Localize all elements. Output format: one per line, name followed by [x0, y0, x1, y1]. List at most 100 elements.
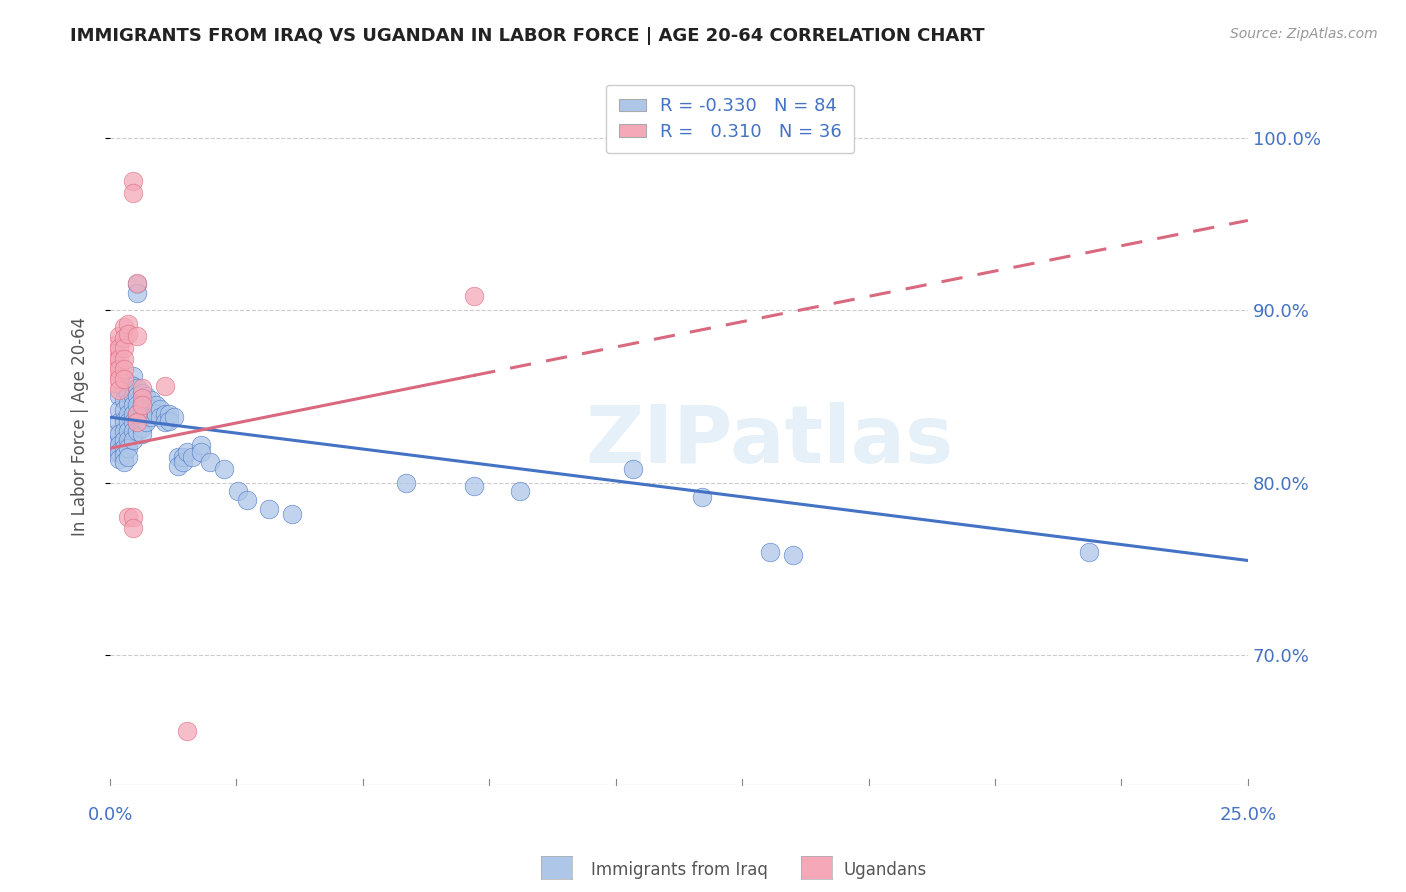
Point — [127, 277, 149, 292]
Point — [149, 410, 172, 425]
Point — [131, 394, 153, 409]
Point — [181, 450, 204, 464]
Point — [117, 407, 139, 421]
Point — [690, 490, 713, 504]
Point — [117, 450, 139, 464]
Point — [127, 381, 149, 395]
Point — [153, 416, 176, 430]
Point — [139, 401, 162, 416]
Point — [127, 389, 149, 403]
Point — [121, 407, 143, 421]
Point — [190, 438, 212, 452]
Point — [117, 396, 139, 410]
Point — [121, 424, 143, 438]
Point — [198, 455, 221, 469]
Point — [108, 389, 131, 403]
Point — [127, 416, 149, 430]
Text: ZIPatlas: ZIPatlas — [586, 402, 955, 480]
Point — [108, 438, 131, 452]
Point — [108, 341, 131, 355]
Point — [145, 398, 167, 412]
Point — [167, 450, 190, 464]
Point — [190, 444, 212, 458]
Point — [121, 174, 143, 188]
Point — [212, 462, 235, 476]
Point — [112, 448, 135, 462]
Text: 0.0%: 0.0% — [87, 806, 132, 824]
Point — [112, 381, 135, 395]
Point — [226, 484, 249, 499]
Point — [117, 376, 139, 390]
Point — [127, 424, 149, 438]
Point — [135, 398, 157, 412]
Point — [121, 398, 143, 412]
Point — [135, 416, 157, 430]
Point — [131, 412, 153, 426]
Point — [172, 450, 194, 464]
Point — [463, 289, 485, 303]
Point — [127, 407, 149, 421]
Point — [139, 410, 162, 425]
Point — [131, 420, 153, 434]
Point — [117, 416, 139, 430]
Point — [104, 346, 127, 360]
Point — [108, 351, 131, 366]
Point — [163, 410, 186, 425]
Point — [112, 351, 135, 366]
Legend: R = -0.330   N = 84, R =   0.310   N = 36: R = -0.330 N = 84, R = 0.310 N = 36 — [606, 85, 855, 153]
Point — [112, 372, 135, 386]
Point — [121, 416, 143, 430]
Point — [112, 442, 135, 456]
Point — [121, 368, 143, 383]
Point — [127, 416, 149, 430]
Point — [108, 427, 131, 442]
Point — [112, 455, 135, 469]
Point — [112, 414, 135, 428]
Y-axis label: In Labor Force | Age 20-64: In Labor Force | Age 20-64 — [72, 318, 89, 536]
Point — [117, 327, 139, 342]
Point — [112, 433, 135, 447]
Text: Immigrants from Iraq: Immigrants from Iraq — [591, 861, 768, 879]
Point — [108, 444, 131, 458]
Point — [127, 276, 149, 290]
Point — [131, 398, 153, 412]
Point — [117, 510, 139, 524]
Point — [127, 398, 149, 412]
Point — [112, 331, 135, 345]
Point — [259, 501, 281, 516]
Point — [117, 386, 139, 401]
Point — [782, 549, 804, 563]
Point — [176, 444, 198, 458]
Point — [104, 438, 127, 452]
Point — [131, 427, 153, 442]
Point — [108, 416, 131, 430]
Point — [104, 444, 127, 458]
Point — [117, 433, 139, 447]
Point — [104, 337, 127, 351]
Point — [127, 329, 149, 343]
Point — [145, 407, 167, 421]
Point — [131, 381, 153, 395]
Point — [509, 484, 531, 499]
Point — [281, 507, 304, 521]
Point — [108, 403, 131, 417]
Point — [104, 376, 127, 390]
Point — [108, 329, 131, 343]
Text: Source: ZipAtlas.com: Source: ZipAtlas.com — [1230, 27, 1378, 41]
Point — [623, 462, 645, 476]
Point — [121, 521, 143, 535]
Point — [104, 355, 127, 369]
Point — [135, 389, 157, 403]
Point — [117, 317, 139, 331]
Point — [153, 379, 176, 393]
Point — [131, 391, 153, 405]
Point — [172, 455, 194, 469]
Point — [112, 362, 135, 376]
Point — [108, 383, 131, 397]
Point — [759, 545, 782, 559]
Point — [135, 407, 157, 421]
Point — [121, 186, 143, 200]
Point — [395, 475, 418, 490]
Point — [112, 320, 135, 334]
Text: 25.0%: 25.0% — [1219, 806, 1277, 824]
